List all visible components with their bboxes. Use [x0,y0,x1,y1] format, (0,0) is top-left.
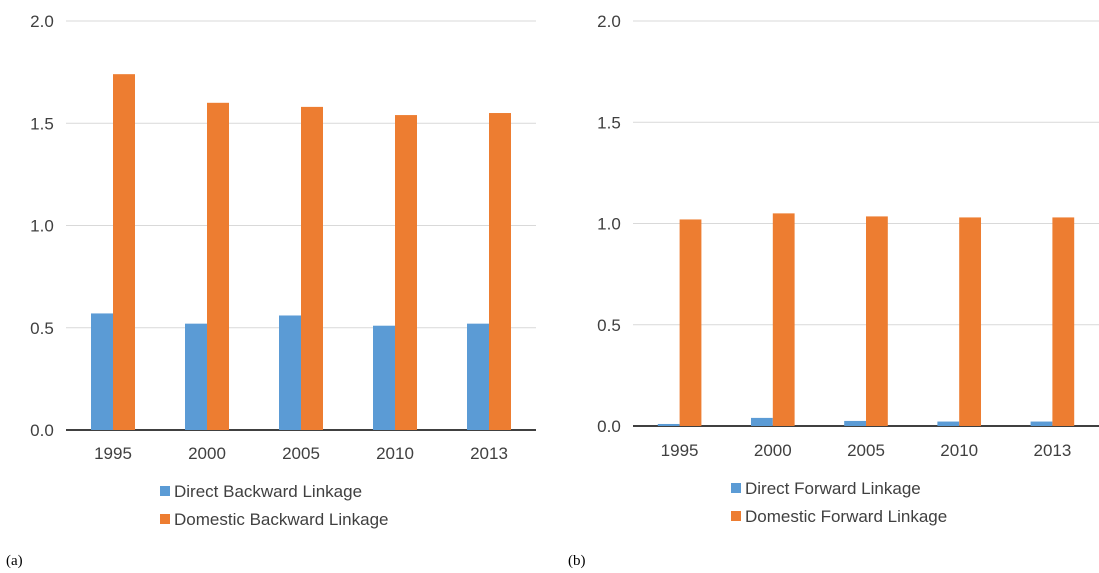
y-tick-label: 2.0 [597,12,621,31]
bar-series-1-2005 [279,315,301,430]
x-tick-label: 1995 [94,444,132,463]
y-tick-label: 1.0 [30,217,54,236]
legend-label: Direct Forward Linkage [745,479,921,498]
bar-series-1-2013 [1030,421,1053,426]
bar-series-2-2000 [207,102,229,431]
y-tick-label: 0.0 [30,421,54,440]
x-tick-label: 2005 [282,444,320,463]
chart-a: 0.0 0.5 1.0 1.5 2.0 1995 2000 2005 2010 2013 Direc… [6,12,536,569]
bar-series-1-1995 [657,423,680,426]
legend-swatch [160,486,170,496]
bar-series-2-2000 [772,213,795,426]
bar-series-1-2000 [185,323,207,430]
panel-label: (b) [568,553,586,569]
legend-label: Domestic Forward Linkage [745,507,947,526]
x-tick-label: 2000 [188,444,226,463]
y-tick-label: 0.5 [30,319,54,338]
bar-series-1-2010 [373,325,395,430]
x-tick-label: 2005 [847,441,885,460]
bar-series-2-2010 [959,217,982,426]
legend-label: Direct Backward Linkage [174,482,362,501]
x-tick-label: 2013 [1033,441,1071,460]
y-tick-label: 0.0 [597,417,621,436]
bar-series-2-2013 [1052,217,1075,426]
bar-series-2-1995 [679,219,702,426]
legend-label: Domestic Backward Linkage [174,510,388,529]
y-tick-label: 1.5 [30,114,54,133]
bar-series-1-2000 [750,417,773,426]
x-tick-label: 2000 [754,441,792,460]
bar-series-2-2013 [489,113,511,431]
chart-b: 0.0 0.5 1.0 1.5 2.0 1995 2000 2005 2010 2013 Direc… [568,12,1099,569]
bar-series-1-2010 [937,421,960,426]
panel-label: (a) [6,553,23,569]
legend-swatch [731,511,741,521]
bar-series-1-1995 [91,313,113,430]
y-tick-label: 0.5 [597,316,621,335]
legend-swatch [160,514,170,524]
bar-series-2-2005 [301,106,323,430]
bar-series-2-2010 [395,115,417,430]
y-tick-label: 2.0 [30,12,54,31]
x-tick-label: 2010 [376,444,414,463]
bar-series-1-2013 [467,323,489,430]
x-tick-label: 2013 [470,444,508,463]
y-tick-label: 1.0 [597,215,621,234]
legend-swatch [731,483,741,493]
x-tick-label: 1995 [661,441,699,460]
bar-series-2-1995 [113,74,135,431]
x-tick-label: 2010 [940,441,978,460]
bar-series-1-2005 [844,420,866,426]
y-tick-label: 1.5 [597,113,621,132]
bar-series-2-2005 [866,216,888,426]
